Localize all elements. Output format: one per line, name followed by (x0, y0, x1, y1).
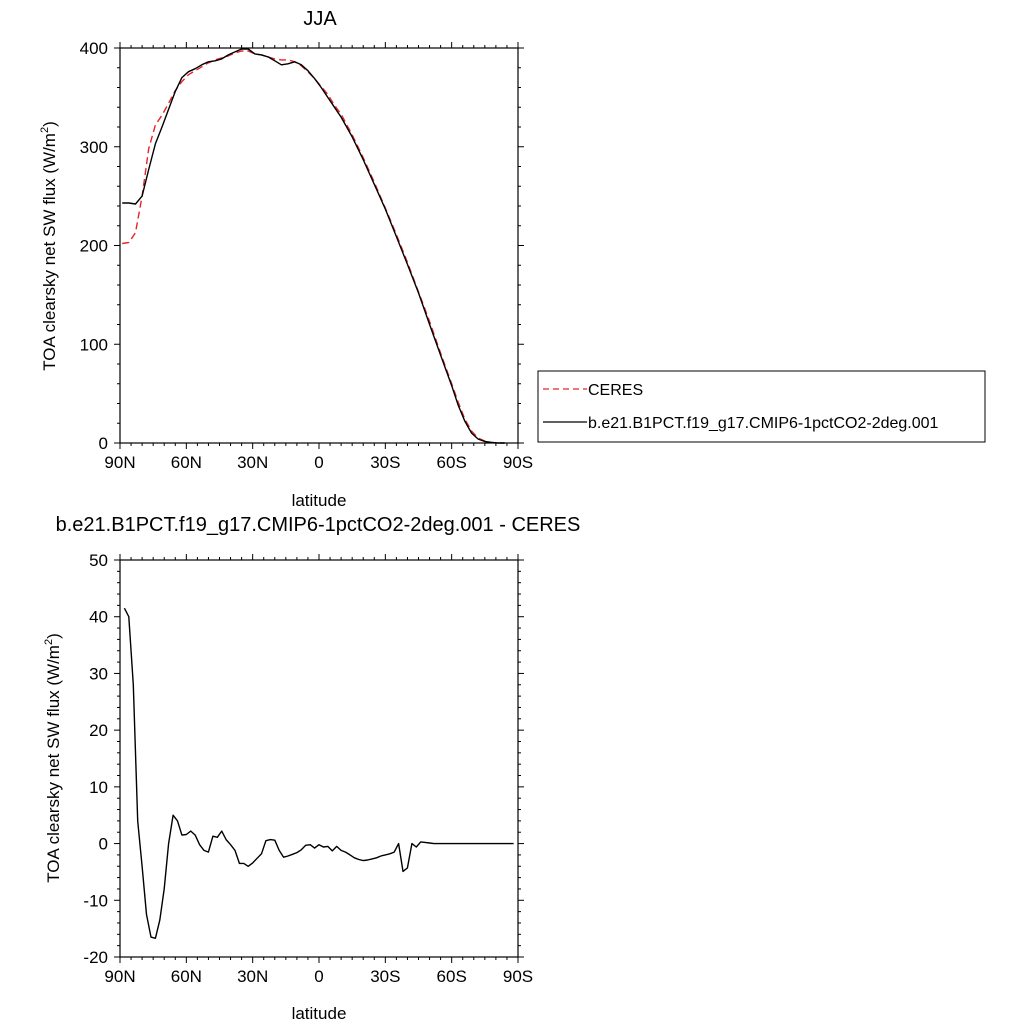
x-axis-label: latitude (292, 1004, 347, 1023)
x-tick-label: 30S (370, 453, 400, 472)
series-lines (122, 48, 505, 444)
x-tick-label: 30N (237, 453, 268, 472)
x-tick-label: 0 (314, 453, 323, 472)
y-axis-label: TOA clearsky net SW flux (W/m2) (39, 121, 59, 371)
y-tick-label: 0 (99, 835, 108, 854)
series-lines (123, 607, 514, 939)
y-tick-label: 300 (80, 138, 108, 157)
axis-ticks (114, 42, 524, 449)
y-tick-label: 40 (89, 608, 108, 627)
axis-ticks (114, 554, 524, 963)
x-axis-label: latitude (292, 491, 347, 510)
y-tick-label: 10 (89, 778, 108, 797)
x-tick-labels: 90N 60N 30N 0 30S 60S 90S (104, 967, 533, 986)
series-line-b-e21-b1pct-f19-g17-cmip6-1pctco2-2deg-001 (122, 48, 505, 444)
y-tick-label: -20 (83, 948, 108, 967)
x-tick-label: 90N (104, 453, 135, 472)
y-tick-label: 400 (80, 39, 108, 58)
legend-box (537, 370, 986, 443)
y-axis-label-close: ) (44, 633, 63, 639)
y-axis-label: TOA clearsky net SW flux (W/m2) (43, 633, 63, 883)
x-tick-label: 90N (104, 967, 135, 986)
y-tick-label: 50 (89, 551, 108, 570)
y-tick-label: 20 (89, 721, 108, 740)
x-tick-label: 60N (171, 967, 202, 986)
y-tick-label: -10 (83, 891, 108, 910)
x-tick-labels: 90N 60N 30N 0 30S 60S 90S (104, 453, 533, 472)
series-line-difference (123, 607, 514, 939)
y-axis-label-superscript: 2 (43, 639, 55, 645)
x-tick-label: 60N (171, 453, 202, 472)
x-tick-label: 90S (503, 453, 533, 472)
x-tick-label: 30S (370, 967, 400, 986)
x-tick-label: 60S (437, 967, 467, 986)
y-tick-label: 30 (89, 664, 108, 683)
y-tick-labels: 0 100 200 300 400 (80, 39, 108, 453)
y-axis-label-text: TOA clearsky net SW flux (W/m (40, 133, 59, 371)
chart-jja: JJA 90N 60N 30N 0 30S 60S 90S 0 100 200 300 400 la… (39, 8, 986, 510)
chart-title: JJA (303, 8, 337, 30)
y-tick-label: 100 (80, 335, 108, 354)
y-axis-label-superscript: 2 (39, 127, 51, 133)
y-axis-label-text: TOA clearsky net SW flux (W/m (44, 645, 63, 883)
y-tick-label: 200 (80, 237, 108, 256)
y-tick-labels: -20 -10 0 10 20 30 40 50 (83, 551, 108, 967)
y-tick-label: 0 (99, 434, 108, 453)
x-tick-label: 0 (314, 967, 323, 986)
series-line-ceres (122, 50, 505, 444)
chart-difference: b.e21.B1PCT.f19_g17.CMIP6-1pctCO2-2deg.0… (43, 514, 580, 1023)
chart-title: b.e21.B1PCT.f19_g17.CMIP6-1pctCO2-2deg.0… (56, 514, 581, 536)
legend-label-model: b.e21.B1PCT.f19_g17.CMIP6-1pctCO2-2deg.0… (588, 415, 939, 432)
legend-label-ceres: CERES (588, 382, 643, 399)
y-axis-label-close: ) (40, 121, 59, 127)
x-tick-label: 90S (503, 967, 533, 986)
legend: CERES b.e21.B1PCT.f19_g17.CMIP6-1pctCO2-… (537, 370, 986, 443)
x-tick-label: 30N (237, 967, 268, 986)
plot-frame (119, 47, 519, 444)
plot-frame (119, 559, 519, 958)
x-tick-label: 60S (437, 453, 467, 472)
